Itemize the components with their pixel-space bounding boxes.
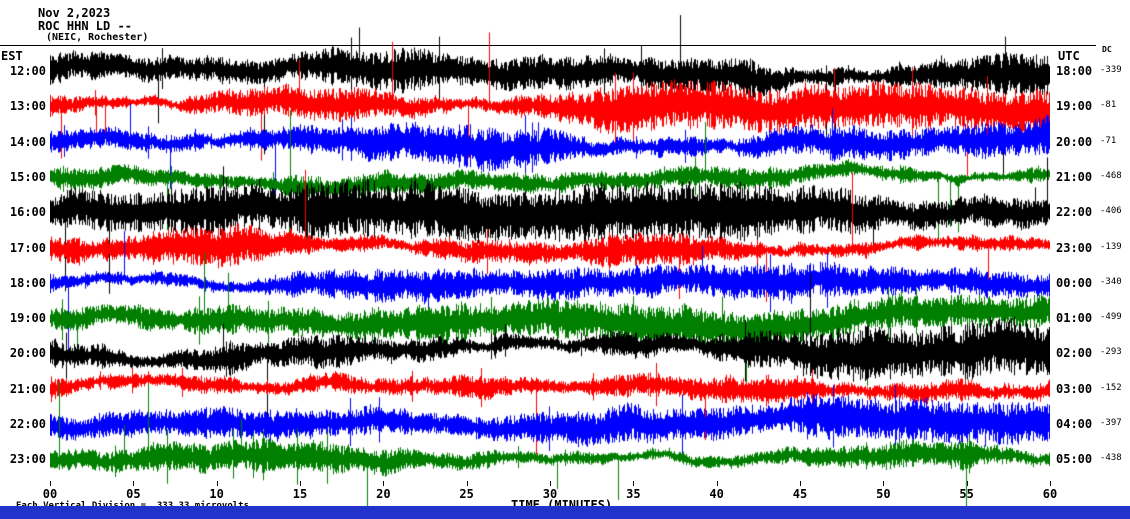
est-time-label: 18:00	[9, 275, 46, 290]
est-time-label: 22:00	[9, 417, 46, 431]
dc-value: -397	[1100, 418, 1122, 428]
dc-value: -468	[1100, 170, 1122, 181]
est-time-label: 12:00	[9, 64, 46, 78]
utc-time-label: 04:00	[1056, 417, 1093, 431]
dc-value: -340	[1100, 276, 1122, 287]
utc-time-label: 19:00	[1056, 99, 1093, 114]
utc-time-label: 03:00	[1056, 381, 1093, 396]
dc-value: -339	[1100, 65, 1122, 75]
x-tick	[1050, 481, 1051, 486]
est-time-label: 23:00	[9, 452, 46, 467]
bottom-bar	[0, 506, 1130, 519]
utc-time-label: 18:00	[1056, 64, 1093, 78]
dc-value: -438	[1100, 453, 1122, 464]
dc-value: -293	[1100, 347, 1122, 358]
est-time-label: 14:00	[9, 134, 46, 149]
dc-value: -499	[1100, 312, 1122, 323]
utc-header: UTC	[1058, 49, 1080, 63]
utc-time-label: 00:00	[1056, 275, 1093, 290]
dc-value: -139	[1100, 241, 1122, 252]
dc-header: DC	[1102, 45, 1112, 54]
dc-value: -152	[1100, 382, 1122, 393]
utc-time-label: 01:00	[1056, 311, 1093, 326]
est-time-label: 17:00	[9, 240, 46, 255]
est-time-label: 13:00	[9, 99, 46, 114]
est-time-label: 15:00	[9, 169, 46, 184]
est-time-label: 21:00	[9, 381, 46, 396]
utc-time-label: 21:00	[1056, 169, 1093, 184]
est-header: EST	[1, 49, 23, 63]
utc-time-label: 02:00	[1056, 346, 1093, 361]
utc-time-label: 05:00	[1056, 452, 1093, 467]
utc-time-label: 23:00	[1056, 240, 1093, 255]
est-time-label: 16:00	[9, 205, 46, 220]
dc-value: -81	[1100, 100, 1117, 111]
dc-value: -406	[1100, 206, 1122, 217]
est-time-label: 19:00	[9, 311, 46, 326]
utc-time-label: 22:00	[1056, 205, 1093, 220]
dc-value: -71	[1100, 135, 1117, 146]
est-time-label: 20:00	[9, 346, 46, 361]
seismogram-traces	[50, 0, 1050, 519]
utc-time-label: 20:00	[1056, 134, 1093, 149]
